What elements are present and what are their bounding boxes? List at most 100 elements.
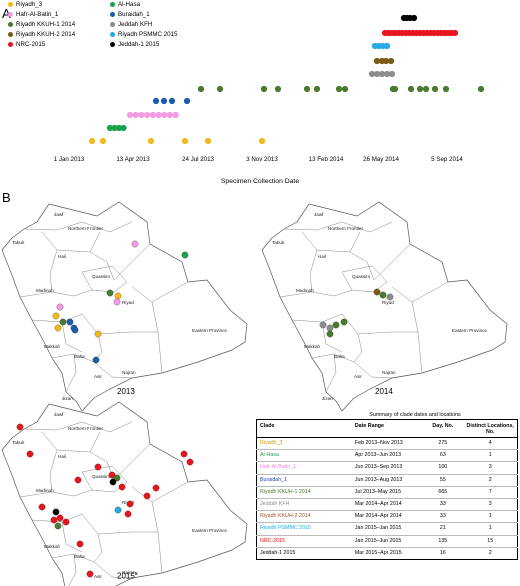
- map-region-label: Northern Frontier: [328, 226, 363, 231]
- legend-item-buraidah-1: Buraidah_1: [110, 10, 150, 20]
- locations-cell: 2: [463, 474, 518, 487]
- table-row: Riyadh_3 Feb 2013–Nov 2013 275 4: [256, 437, 518, 451]
- days-cell: 63: [422, 449, 464, 463]
- table-row: Riyadh PSMMC 2015 Jan 2015–Jan 2015 21 1: [256, 522, 518, 536]
- days-cell: 21: [422, 522, 464, 536]
- clade-cell: Buraidah_1: [256, 474, 352, 487]
- map-point-jeddah-1: [109, 478, 117, 486]
- timeline-point-hafr-al-batin-1: [172, 111, 179, 119]
- locations-cell: 2: [488, 549, 492, 556]
- map-region-label: Eastern Province: [192, 328, 227, 333]
- timeline-point-riyadh-kkuh-1: [313, 85, 321, 93]
- legend-item-riyadh-kkuh-2: Riyadh KKUH-2 2014: [8, 30, 75, 40]
- days-cell: 16: [439, 549, 446, 556]
- header-date-range: Date Range: [351, 419, 423, 438]
- map-point-riyadh-3: [114, 292, 122, 300]
- table-row: Al-Hasa Apr 2013–Jun 2013 63 1: [256, 449, 518, 463]
- map-region-label: Eastern Province: [192, 528, 227, 533]
- map-point-nrc: [94, 463, 102, 471]
- map-region-label: Quassim: [92, 274, 110, 279]
- map-region-label: Najran: [122, 570, 136, 575]
- map-point-psmmc: [114, 506, 122, 514]
- timeline-point-hafr-al-batin-1: [155, 111, 162, 119]
- map-region-label: Asir: [94, 574, 102, 579]
- timeline-point-riyadh-kkuh-1: [407, 85, 415, 93]
- map-region-label: Jizan: [62, 396, 73, 401]
- table-row: Buraidah_1 Jun 2013–Aug 2013 55 2: [256, 474, 518, 487]
- clade-cell: Al-Hasa: [256, 449, 352, 463]
- timeline-point-hafr-al-batin-1: [126, 111, 134, 119]
- map-point-nrc: [186, 458, 194, 466]
- legend-label: Riyadh KKUH-2 2014: [16, 31, 76, 38]
- map-point-kkuh1: [106, 289, 114, 297]
- map-point-hafr: [56, 303, 64, 311]
- legend-label: Hafr-Al-Batin_1: [16, 11, 59, 18]
- map-point-jeddah-kfh: [319, 321, 327, 329]
- legend-marker: [8, 11, 13, 17]
- days-cell: 100: [422, 461, 464, 475]
- timeline-point-hafr-al-batin-1: [132, 111, 139, 119]
- map-point-buraidah: [92, 356, 100, 364]
- timeline-point-hafr-al-batin-1: [138, 111, 145, 119]
- map-region-label: Northern Frontier: [68, 426, 103, 431]
- map-point-riyadh-3: [52, 312, 60, 320]
- date-range-cell: Apr 2013–Jun 2013: [351, 449, 423, 463]
- days-cell: 33: [422, 498, 464, 512]
- locations-cell: 1: [463, 510, 518, 524]
- map-2014: [261, 201, 508, 412]
- map-region-label: Madinah: [296, 288, 314, 293]
- map-point-nrc: [56, 514, 64, 522]
- legend-marker: [110, 21, 115, 27]
- legend-label: Buraidah_1: [118, 11, 150, 18]
- legend-label: Al-Hasa: [118, 1, 141, 8]
- panel-letter-b: B: [2, 190, 11, 205]
- timeline-point-jeddah-kfh: [368, 70, 376, 78]
- timeline-point-riyadh-kkuh-2: [373, 57, 381, 65]
- timeline-point-hafr-al-batin-1: [161, 111, 168, 119]
- map-point-nrc: [86, 570, 94, 578]
- clade-cell: Jeddah-1 2015: [260, 549, 296, 556]
- map-region-label: Hail: [58, 254, 66, 259]
- map-region-label: Makkah: [44, 544, 61, 549]
- map-point-riyadh-3: [54, 324, 62, 332]
- map-region-label: Asir: [94, 374, 102, 379]
- timeline-point-jeddah-kfh: [383, 70, 391, 78]
- timeline-point-al-hasa: [106, 124, 114, 132]
- timeline-point-buraidah-1: [160, 97, 168, 105]
- header-locations: Distinct Locations, No.: [463, 419, 518, 438]
- map-point-nrc: [26, 450, 34, 458]
- map-region-label: Northern Frontier: [68, 226, 103, 231]
- timeline-point-jeddah-kfh: [373, 70, 381, 78]
- locations-cell: 4: [463, 437, 518, 451]
- locations-cell: 3: [463, 461, 518, 475]
- map-point-jeddah-1: [52, 508, 60, 516]
- map-region-label: Quassim: [92, 474, 110, 479]
- legend-marker: [8, 21, 13, 27]
- days-cell: 55: [422, 474, 464, 487]
- map-region-label: Jizan: [322, 396, 333, 401]
- timeline-point-jeddah-kfh: [378, 70, 386, 78]
- date-range-cell: Jan 2015–Jan 2015: [351, 522, 423, 536]
- legend-label: Riyadh_3: [16, 1, 43, 8]
- map-year-2013: 2013: [117, 387, 135, 396]
- locations-cell: 1: [463, 522, 518, 536]
- map-region-label: Baha: [334, 354, 345, 359]
- legend-marker: [8, 41, 13, 47]
- map-region-label: Jawf: [54, 412, 64, 417]
- map-region-label: Baha: [74, 354, 85, 359]
- timeline-point-riyadh-3: [88, 137, 96, 145]
- map-point-hafr: [113, 298, 121, 306]
- timeline-point-riyadh-3: [204, 137, 212, 145]
- timeline-point-riyadh-kkuh-1: [216, 85, 224, 93]
- map-year-2015-text: 2015: [117, 571, 135, 581]
- table-row: Jeddah KFH Mar 2014–Apr 2014 33 3: [256, 498, 518, 512]
- map-point-kkuh2: [373, 288, 381, 296]
- map-region-label: Jawf: [54, 212, 64, 217]
- clade-cell: Jeddah KFH: [256, 498, 352, 512]
- legend-marker: [110, 31, 115, 37]
- map-year-2015-footnote: a: [134, 571, 138, 577]
- timeline-point-hafr-al-batin-1: [166, 111, 173, 119]
- map-region-label: Tabuk: [12, 240, 25, 245]
- timeline-point-nrc-2015: [451, 29, 459, 37]
- map-region-label: Makkah: [304, 344, 321, 349]
